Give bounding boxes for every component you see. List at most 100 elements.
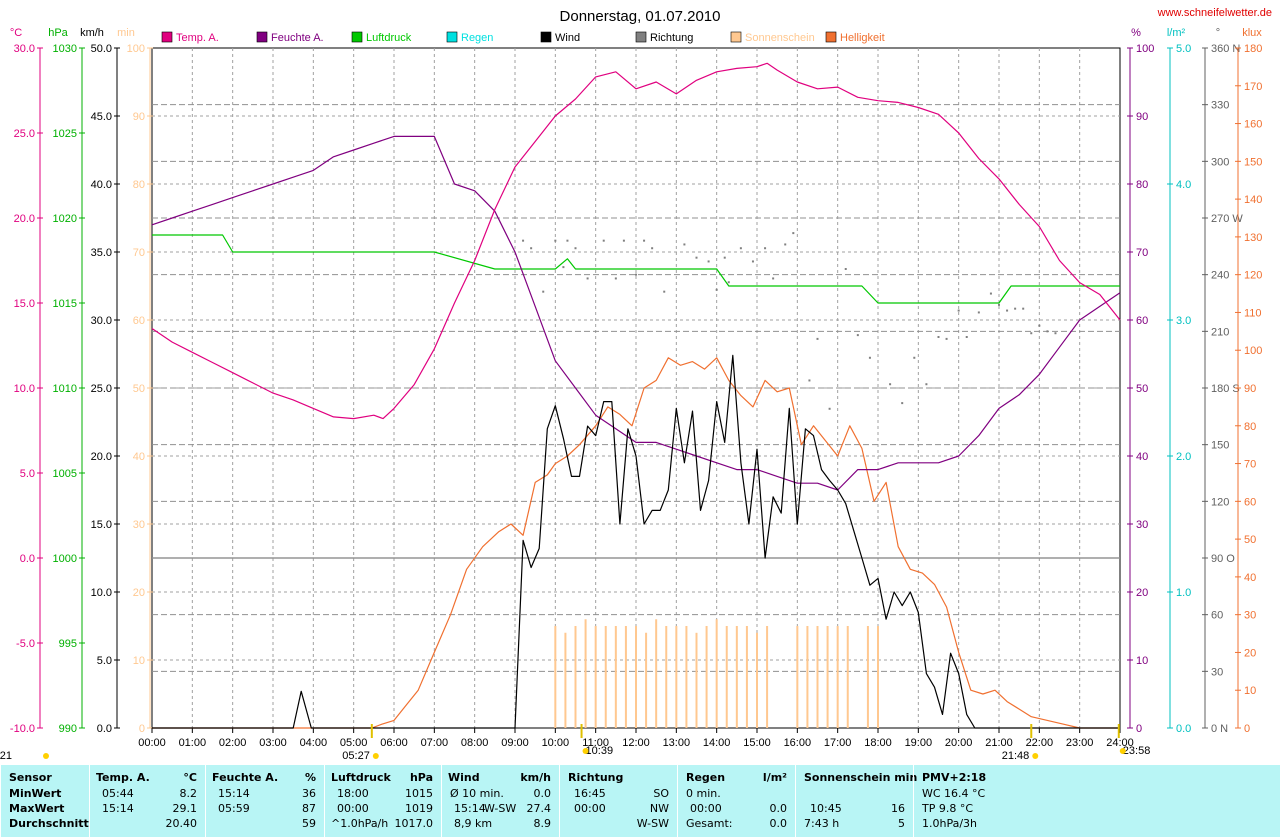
axis-tick-label-temp: -5.0 bbox=[16, 638, 35, 650]
col-rain: Regen l/m² 0 min. 00:00 0.0 Gesamt: 0.0 bbox=[677, 765, 795, 837]
axis-tick-label-humidity: 80 bbox=[1136, 179, 1148, 191]
rain-min: 0 min. bbox=[686, 787, 721, 800]
axis-tick-label-pressure: 1010 bbox=[53, 383, 77, 395]
axis-unit-direction: ° bbox=[1216, 27, 1220, 39]
hdr-press: Luftdruck bbox=[331, 771, 391, 784]
direction-point bbox=[586, 277, 589, 280]
axis-tick-label-sun: 20 bbox=[133, 587, 145, 599]
wind-max-dir: W-SW bbox=[484, 802, 517, 815]
dir-avg-val: W-SW bbox=[636, 817, 669, 830]
x-tick-label: 14:00 bbox=[703, 737, 731, 749]
series-line-temp-a- bbox=[151, 62, 1121, 420]
x-tick-label: 20:00 bbox=[945, 737, 973, 749]
hdr-wind: Wind bbox=[448, 771, 480, 784]
sun-total: 7:43 h bbox=[804, 817, 840, 830]
col-sun: Sonnenschein min 10:45 16 7:43 h 5 bbox=[795, 765, 917, 837]
axis-tick-label-sun: 90 bbox=[133, 111, 145, 123]
axis-tick-label-pressure: 1030 bbox=[53, 43, 77, 55]
axis-tick-label-rain: 2.0 bbox=[1176, 451, 1191, 463]
axis-unit-wind: km/h bbox=[80, 27, 104, 39]
axis-tick-label-humidity: 100 bbox=[1136, 43, 1154, 55]
temp-max-val: 29.1 bbox=[172, 802, 198, 815]
axis-tick-label-direction: 360 N bbox=[1211, 43, 1240, 55]
axis-tick-label-direction: 60 bbox=[1211, 610, 1223, 622]
x-tick-label: 23:00 bbox=[1066, 737, 1094, 749]
axis-tick-label-pressure: 1015 bbox=[53, 298, 77, 310]
direction-point bbox=[695, 256, 698, 259]
legend-swatch bbox=[825, 31, 837, 43]
axis-tick-label-temp: 15.0 bbox=[14, 298, 35, 310]
wind-max-time: 15:14 bbox=[454, 802, 486, 815]
direction-point bbox=[683, 243, 686, 246]
legend-swatch bbox=[635, 31, 647, 43]
direction-point bbox=[844, 268, 847, 270]
direction-point bbox=[542, 290, 545, 293]
x-tick-label: 12:00 bbox=[622, 737, 650, 749]
col-hum: Feuchte A. % 15:14 36 05:59 87 59 bbox=[205, 765, 324, 837]
axis-tick-label-lux: 20 bbox=[1244, 647, 1256, 659]
axis-tick-label-direction: 120 bbox=[1211, 496, 1229, 508]
hdr-rain-unit: l/m² bbox=[762, 771, 787, 784]
axis-tick-label-wind: 10.0 bbox=[91, 587, 112, 599]
legend-label: Feuchte A. bbox=[271, 32, 324, 44]
hum-avg-val: 59 bbox=[302, 817, 316, 830]
direction-point bbox=[635, 273, 637, 276]
time-marker-label: 05:27 bbox=[342, 750, 370, 762]
x-tick-label: 07:00 bbox=[421, 737, 449, 749]
rain-max-val: 0.0 bbox=[769, 802, 788, 815]
press-min-val: 1015 bbox=[405, 787, 433, 800]
axis-tick-label-sun: 50 bbox=[133, 383, 145, 395]
x-tick-label: 03:00 bbox=[259, 737, 287, 749]
direction-point bbox=[784, 243, 787, 246]
direction-point bbox=[1054, 332, 1057, 335]
sun-icon bbox=[1119, 748, 1126, 754]
axis-unit-temp: °C bbox=[10, 27, 22, 39]
x-tick-label: 05:00 bbox=[340, 737, 368, 749]
hdr-temp-unit: °C bbox=[183, 771, 197, 784]
axis-tick-label-direction: 0 N bbox=[1211, 723, 1228, 735]
axis-tick-label-temp: 20.0 bbox=[14, 213, 35, 225]
label-avg: Durchschnitt bbox=[9, 817, 89, 830]
axis-tick-label-wind: 15.0 bbox=[91, 519, 112, 531]
x-tick-label: 04:00 bbox=[300, 737, 328, 749]
axis-tick-label-temp: 30.0 bbox=[14, 43, 35, 55]
direction-point bbox=[522, 239, 525, 242]
x-tick-label: 22:00 bbox=[1026, 737, 1054, 749]
axis-tick-label-lux: 140 bbox=[1244, 194, 1262, 206]
axis-tick-label-wind: 35.0 bbox=[91, 247, 112, 259]
sun-icon bbox=[43, 753, 49, 759]
col-sensor: Sensor MinWert MaxWert Durchschnitt bbox=[0, 765, 89, 837]
wind-distance: 8,9 km bbox=[454, 817, 493, 830]
legend-swatch bbox=[730, 31, 742, 43]
legend-label: Helligkeit bbox=[840, 32, 885, 44]
direction-point bbox=[1022, 307, 1025, 310]
pmv-trend: 1.0hPa/3h bbox=[922, 817, 978, 830]
axis-tick-label-lux: 170 bbox=[1244, 81, 1262, 93]
axis-tick-label-rain: 5.0 bbox=[1176, 43, 1191, 55]
rain-max-time: 00:00 bbox=[690, 802, 722, 815]
x-tick-label: 24:00 bbox=[1106, 737, 1134, 749]
axis-tick-label-sun: 80 bbox=[133, 179, 145, 191]
axis-tick-label-wind: 25.0 bbox=[91, 383, 112, 395]
sun-avg-val: 5 bbox=[898, 817, 905, 830]
legend-label: Temp. A. bbox=[176, 32, 219, 44]
direction-point bbox=[751, 260, 754, 263]
time-marker-label: 16:21 bbox=[0, 750, 12, 762]
press-max-val: 1019 bbox=[405, 802, 433, 815]
axis-tick-label-humidity: 0 bbox=[1136, 723, 1142, 735]
axis-tick-label-wind: 40.0 bbox=[91, 179, 112, 191]
sun-icon bbox=[372, 753, 379, 759]
summary-table: Sensor MinWert MaxWert Durchschnitt Temp… bbox=[0, 765, 1280, 837]
col-wind: Wind km/h Ø 10 min. 0.0 15:14 W-SW 27.4 … bbox=[441, 765, 559, 837]
axis-tick-label-sun: 0 bbox=[139, 723, 145, 735]
axis-tick-label-humidity: 30 bbox=[1136, 519, 1148, 531]
axis-tick-label-lux: 50 bbox=[1244, 534, 1256, 546]
dir-max-val: NW bbox=[649, 802, 669, 815]
axis-tick-label-temp: 10.0 bbox=[14, 383, 35, 395]
dir-min-val: SO bbox=[653, 787, 669, 800]
hdr-wind-unit: km/h bbox=[520, 771, 551, 784]
axis-tick-label-lux: 10 bbox=[1244, 685, 1256, 697]
label-max: MaxWert bbox=[9, 802, 65, 815]
temp-max-time: 15:14 bbox=[102, 802, 134, 815]
axis-tick-label-sun: 100 bbox=[127, 43, 145, 55]
